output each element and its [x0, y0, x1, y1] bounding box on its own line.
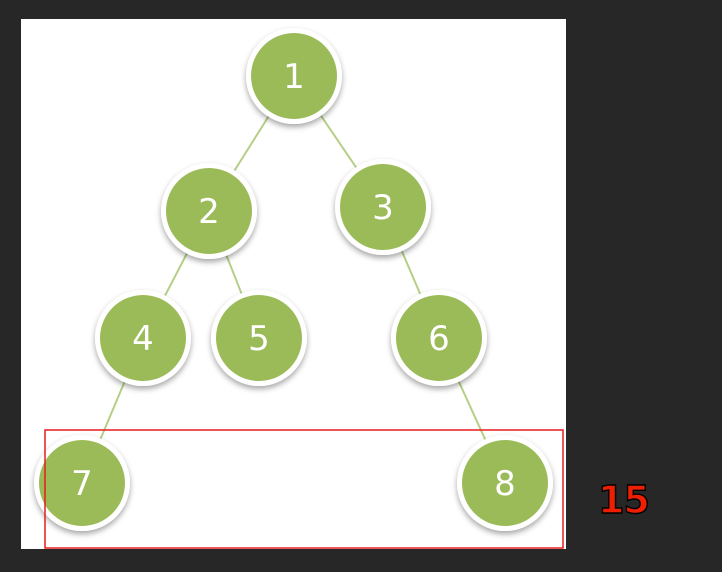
node-circle — [100, 295, 186, 381]
tree-node-7: 7 — [34, 435, 130, 531]
node-label: 6 — [428, 319, 450, 359]
node-circle — [251, 33, 337, 119]
node-label: 7 — [71, 464, 93, 504]
node-circle — [216, 295, 302, 381]
node-label: 8 — [494, 464, 516, 504]
tree-node-8: 8 — [457, 435, 553, 531]
level-sum-label: 15 — [597, 477, 650, 522]
tree-node-2: 2 — [161, 163, 257, 259]
node-circle — [462, 440, 548, 526]
tree-node-6: 6 — [391, 290, 487, 386]
node-circle — [39, 440, 125, 526]
bottom-level-highlight-box — [44, 429, 564, 549]
node-label: 5 — [248, 319, 270, 359]
node-circle — [396, 295, 482, 381]
node-label: 2 — [198, 192, 220, 232]
tree-node-3: 3 — [335, 159, 431, 255]
tree-node-4: 4 — [95, 290, 191, 386]
node-circle — [166, 168, 252, 254]
node-circle — [340, 164, 426, 250]
node-label: 1 — [283, 57, 305, 97]
tree-node-5: 5 — [211, 290, 307, 386]
node-label: 4 — [132, 319, 154, 359]
node-label: 3 — [372, 188, 394, 228]
tree-node-1: 1 — [246, 28, 342, 124]
